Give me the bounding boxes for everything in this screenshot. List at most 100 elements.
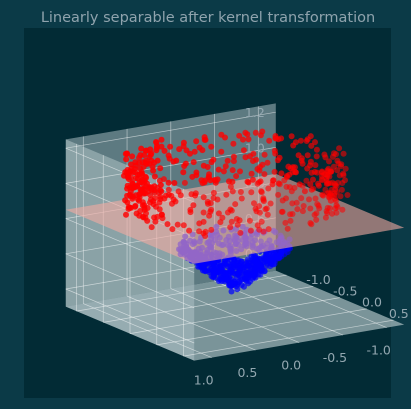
data-point	[264, 159, 271, 166]
data-point	[148, 186, 155, 193]
data-point	[307, 181, 314, 188]
data-point	[131, 183, 138, 190]
data-point	[283, 246, 290, 253]
data-point	[205, 200, 211, 207]
x-tick-label: -0.5	[323, 350, 347, 365]
data-point	[337, 193, 344, 200]
data-point	[266, 137, 273, 144]
data-point	[269, 181, 276, 188]
data-point	[282, 219, 289, 226]
data-point	[191, 148, 198, 155]
data-point	[129, 153, 136, 160]
data-point	[323, 175, 330, 182]
data-point	[324, 168, 331, 175]
data-point	[228, 288, 235, 295]
data-point	[130, 193, 136, 200]
data-point	[136, 212, 143, 219]
data-point	[299, 160, 306, 167]
data-point	[334, 167, 341, 174]
data-point	[297, 137, 304, 144]
data-point	[180, 169, 187, 176]
data-point	[224, 157, 231, 164]
data-point	[255, 267, 262, 274]
data-point	[234, 221, 241, 228]
data-point	[136, 160, 143, 166]
data-point	[315, 182, 322, 189]
data-point	[311, 211, 318, 218]
data-point	[320, 192, 327, 199]
data-point	[151, 214, 158, 221]
data-point	[271, 147, 278, 154]
data-point	[262, 255, 269, 262]
data-point	[215, 166, 222, 173]
data-point	[200, 194, 207, 201]
data-point	[294, 206, 301, 213]
data-point	[222, 163, 229, 170]
data-point	[187, 206, 194, 213]
data-point	[215, 210, 222, 217]
data-point	[278, 208, 285, 215]
data-point	[218, 148, 225, 155]
data-point	[323, 181, 330, 187]
data-point	[252, 129, 259, 136]
data-point	[190, 159, 197, 166]
data-point	[251, 269, 258, 276]
data-point	[313, 216, 320, 223]
data-point	[307, 162, 314, 169]
data-point	[153, 139, 160, 146]
grid-line-floor-y	[129, 297, 341, 334]
data-point	[264, 211, 271, 218]
data-point	[158, 211, 165, 218]
data-point	[248, 253, 255, 260]
data-point	[312, 162, 319, 169]
data-point	[144, 217, 151, 224]
data-point	[241, 269, 248, 275]
data-point	[128, 165, 135, 172]
data-point	[223, 191, 230, 198]
data-point	[151, 159, 158, 166]
y-tick-label: 0.5	[389, 306, 409, 321]
data-point	[158, 136, 165, 143]
data-point	[261, 268, 268, 275]
data-point	[338, 186, 345, 193]
data-point	[286, 171, 293, 178]
grid-line-right-z	[65, 218, 195, 273]
data-point	[138, 145, 145, 152]
data-point	[212, 269, 219, 276]
data-point	[226, 178, 232, 185]
data-point	[240, 136, 246, 143]
data-point	[186, 227, 193, 234]
data-point	[298, 195, 305, 202]
data-point	[265, 226, 272, 233]
data-point	[332, 182, 339, 189]
grid-line-right-z	[65, 288, 195, 344]
data-point	[165, 191, 172, 198]
data-point	[331, 192, 338, 199]
z-tick-label: 1.0	[245, 140, 265, 155]
data-point	[193, 138, 200, 145]
data-point	[304, 152, 311, 159]
data-point	[312, 139, 318, 146]
data-point	[260, 196, 267, 203]
data-point	[196, 220, 203, 227]
data-point	[174, 221, 181, 228]
z-tick-label: 1.2	[245, 105, 265, 120]
data-point	[201, 179, 208, 186]
data-point	[267, 257, 274, 264]
data-point	[180, 139, 187, 146]
data-point	[259, 161, 266, 168]
data-point	[157, 165, 164, 172]
data-point	[304, 136, 311, 143]
y-tick-label: -0.5	[333, 283, 357, 298]
data-point	[238, 195, 245, 202]
data-point	[287, 217, 294, 224]
data-point	[237, 189, 244, 195]
data-point	[244, 178, 251, 185]
data-point	[259, 128, 266, 135]
data-point	[161, 147, 168, 154]
data-point	[295, 152, 302, 159]
data-point	[321, 151, 328, 158]
data-point	[227, 206, 234, 213]
data-point	[262, 206, 269, 213]
